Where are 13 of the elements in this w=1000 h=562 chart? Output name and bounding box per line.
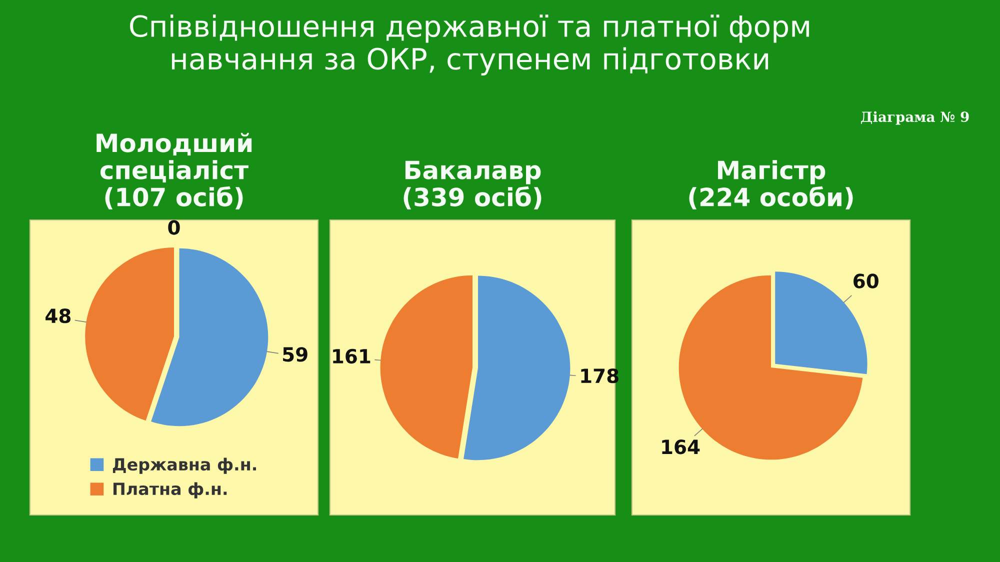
data-label: 161 (333, 348, 370, 364)
text: Співвідношення державної та платної форм навчання за ОКР, ступенем підготовки (130, 14, 809, 76)
chart-title: Магістр (224 особи) (689, 160, 853, 210)
data-label: 164 (662, 440, 700, 454)
data-label: 60 (854, 274, 878, 288)
chart-title: Молодший спеціаліст (107 осіб) (96, 132, 252, 210)
data-label: 48 (46, 308, 71, 324)
legend-label: Платна ф.н. (113, 482, 227, 498)
text: Діаграма № 9 (860, 111, 969, 125)
data-label: 59 (283, 347, 308, 362)
text: 0 (168, 220, 180, 235)
chart-title: Бакалавр (339 осіб) (404, 160, 542, 210)
legend-label: Державна ф.н. (112, 458, 256, 474)
